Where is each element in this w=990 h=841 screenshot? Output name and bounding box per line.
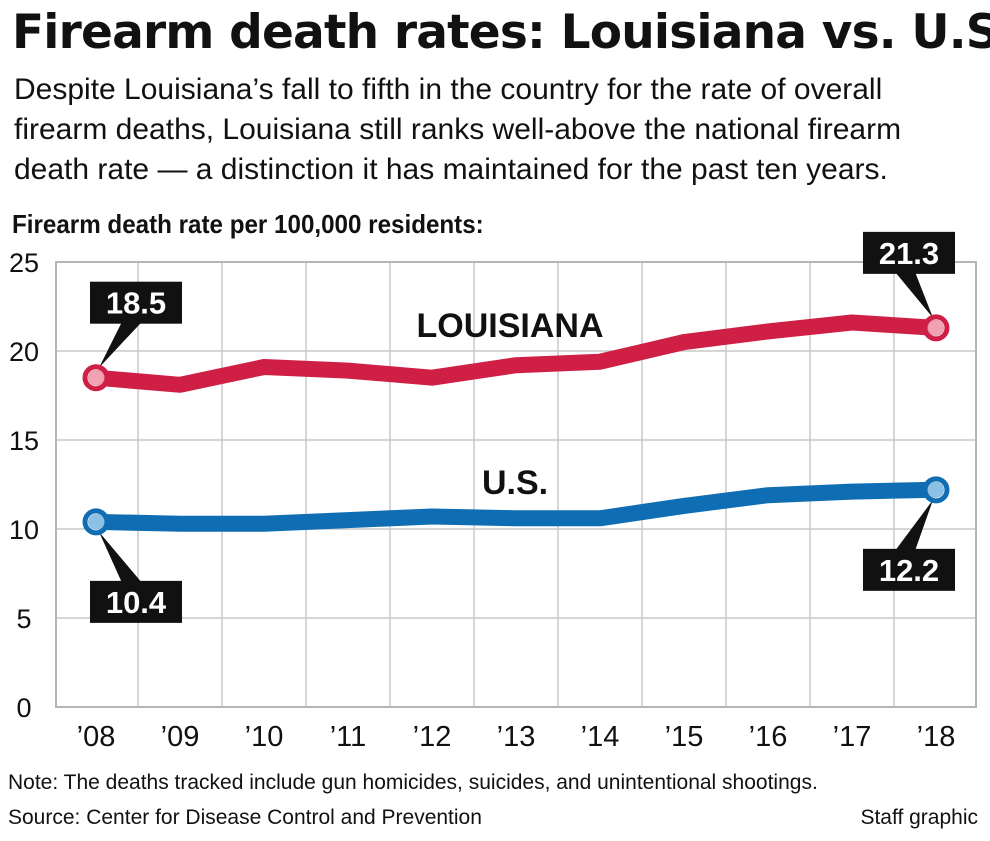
x-tick-label: ’18 (917, 721, 956, 753)
y-tick-label: 0 (16, 693, 31, 723)
x-tick-label: ’10 (245, 721, 284, 753)
chart-subtitle: Despite Louisiana’s fall to fifth in the… (14, 73, 902, 186)
data-point-core-us (89, 514, 103, 529)
data-label: 18.5 (106, 286, 166, 321)
x-tick-label: ’16 (749, 721, 788, 753)
series-label-louisiana: LOUISIANA (417, 307, 604, 345)
callout-pointer (99, 321, 142, 368)
y-tick-label: 15 (9, 426, 39, 456)
x-tick-label: ’12 (413, 721, 452, 753)
callout-box (863, 548, 955, 591)
source-line: Source: Center for Disease Control and P… (8, 806, 482, 829)
data-point-core-louisiana (929, 320, 943, 335)
data-point-core-us (929, 482, 943, 497)
callout-box (863, 231, 955, 274)
x-tick-label: ’14 (581, 721, 620, 753)
callout-box (90, 580, 182, 623)
data-point-core-louisiana (89, 370, 103, 385)
y-tick-label: 25 (9, 248, 39, 278)
x-tick-label: ’15 (665, 721, 704, 753)
callout-pointer (99, 531, 142, 583)
footnote: Note: The deaths tracked include gun hom… (8, 771, 818, 794)
y-tick-label: 5 (16, 604, 31, 634)
x-tick-label: ’08 (77, 721, 116, 753)
callout-box (90, 281, 182, 324)
credit-line: Staff graphic (860, 806, 978, 829)
chart-heading: Firearm death rate per 100,000 residents… (12, 209, 484, 239)
x-tick-label: ’17 (833, 721, 872, 753)
plot-frame (55, 261, 977, 708)
series-line-us (88, 481, 944, 532)
y-tick-label: 20 (9, 337, 39, 367)
y-tick-label: 10 (9, 515, 39, 545)
x-tick-label: ’11 (330, 721, 367, 753)
x-tick-label: ’09 (161, 721, 200, 753)
callout-pointer (895, 271, 933, 318)
series-line-louisiana (88, 314, 944, 393)
data-label: 21.3 (879, 236, 939, 271)
x-tick-label: ’13 (497, 721, 536, 753)
callout-pointer (895, 499, 933, 551)
data-label: 12.2 (879, 553, 939, 588)
chart-title: Firearm death rates: Louisiana vs. U.S. (12, 5, 990, 60)
series-label-us: U.S. (482, 464, 548, 502)
data-label: 10.4 (106, 585, 167, 620)
